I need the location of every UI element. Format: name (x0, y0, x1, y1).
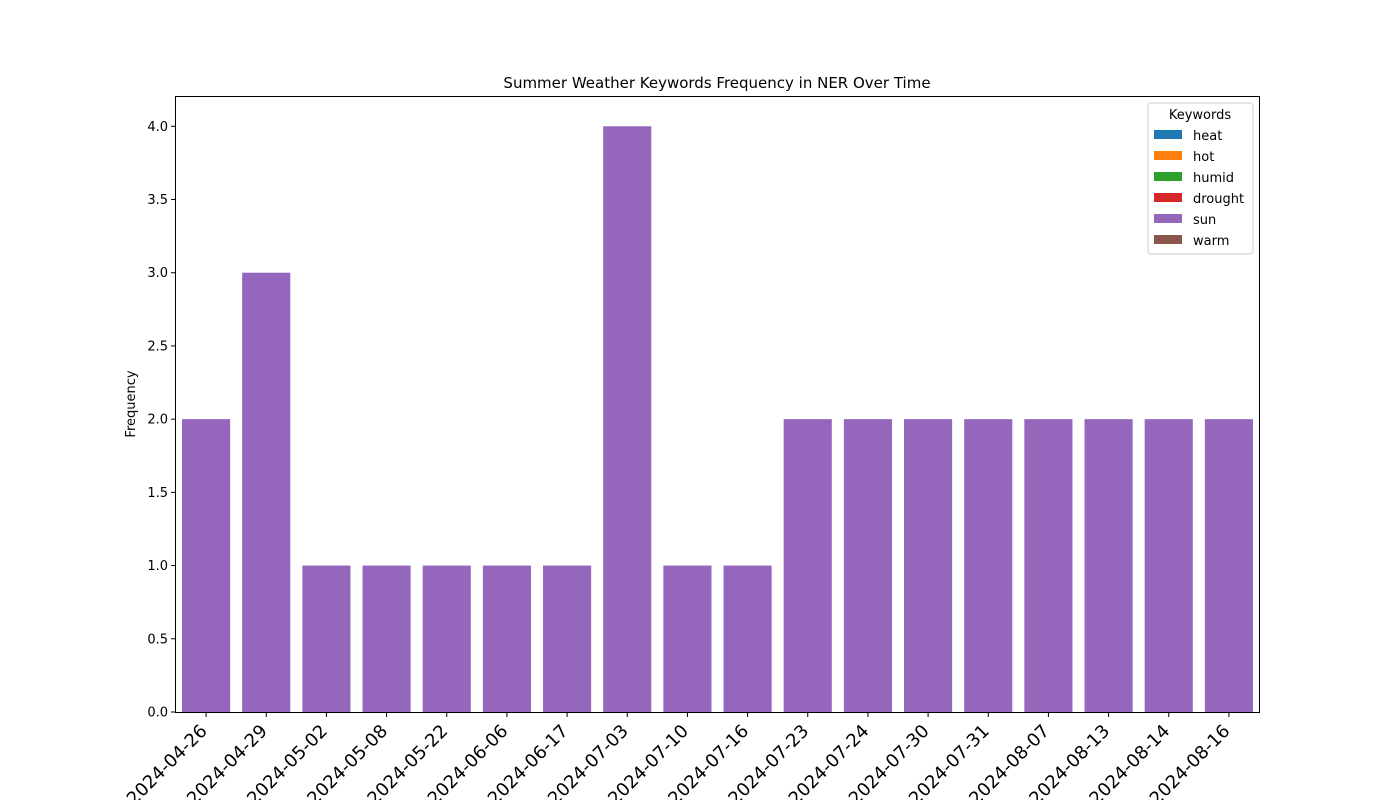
bar-sun-2024-05-22 (422, 565, 471, 712)
bar-sun-2024-07-24 (843, 419, 892, 712)
bar-sun-2024-07-23 (783, 419, 832, 712)
y-tick-label: 4.0 (147, 120, 168, 135)
legend-label-sun: sun (1193, 213, 1216, 228)
bar-sun-2024-06-06 (482, 565, 531, 712)
y-tick-label: 1.5 (147, 486, 168, 501)
y-tick-label: 0.0 (147, 706, 168, 721)
bar-sun-2024-06-17 (543, 565, 592, 712)
y-tick-label: 3.0 (147, 266, 168, 281)
bar-sun-2024-07-30 (904, 419, 953, 712)
chart-title: Summer Weather Keywords Frequency in NER… (503, 74, 930, 92)
bar-sun-2024-05-08 (362, 565, 411, 712)
y-tick-label: 1.0 (147, 559, 168, 574)
y-tick-label: 2.5 (147, 339, 168, 354)
legend-title: Keywords (1169, 108, 1232, 123)
legend-items: heat hot humid drought sun warm (1154, 129, 1244, 249)
bar-sun-2024-08-16 (1204, 419, 1253, 712)
x-axis: 2024-04-262024-04-292024-05-022024-05-08… (123, 712, 1234, 800)
bar-sun-2024-04-26 (182, 419, 231, 712)
bar-sun-2024-07-31 (964, 419, 1013, 712)
legend-swatch-sun (1154, 214, 1182, 223)
legend-label-warm: warm (1193, 234, 1229, 249)
legend: Keywords heat hot humid drought sun warm (1147, 102, 1254, 255)
y-tick-label: 3.5 (147, 193, 168, 208)
legend-swatch-hot (1154, 151, 1182, 160)
bar-sun-2024-08-13 (1084, 419, 1133, 712)
plot-frame (175, 96, 1260, 713)
legend-swatch-drought (1154, 193, 1182, 202)
legend-label-hot: hot (1193, 150, 1214, 165)
legend-swatch-heat (1154, 130, 1182, 139)
y-axis: 0.0 0.5 1.0 1.5 2.0 2.5 3.0 3.5 4.0 (147, 120, 176, 721)
bar-sun-2024-05-02 (302, 565, 351, 712)
legend-swatch-humid (1154, 172, 1182, 181)
legend-label-humid: humid (1193, 171, 1234, 186)
bars-group (182, 126, 1253, 713)
bar-sun-2024-07-03 (603, 126, 652, 713)
legend-swatch-warm (1154, 235, 1182, 244)
y-tick-label: 0.5 (147, 632, 168, 647)
y-tick-label: 2.0 (147, 413, 168, 428)
bar-sun-2024-07-16 (723, 565, 772, 712)
bar-sun-2024-08-07 (1024, 419, 1073, 712)
bar-sun-2024-07-10 (663, 565, 712, 712)
bar-sun-2024-08-14 (1144, 419, 1193, 712)
legend-label-drought: drought (1193, 192, 1244, 207)
y-axis-label: Frequency (124, 370, 139, 437)
bar-sun-2024-04-29 (242, 272, 291, 712)
legend-label-heat: heat (1193, 129, 1222, 144)
